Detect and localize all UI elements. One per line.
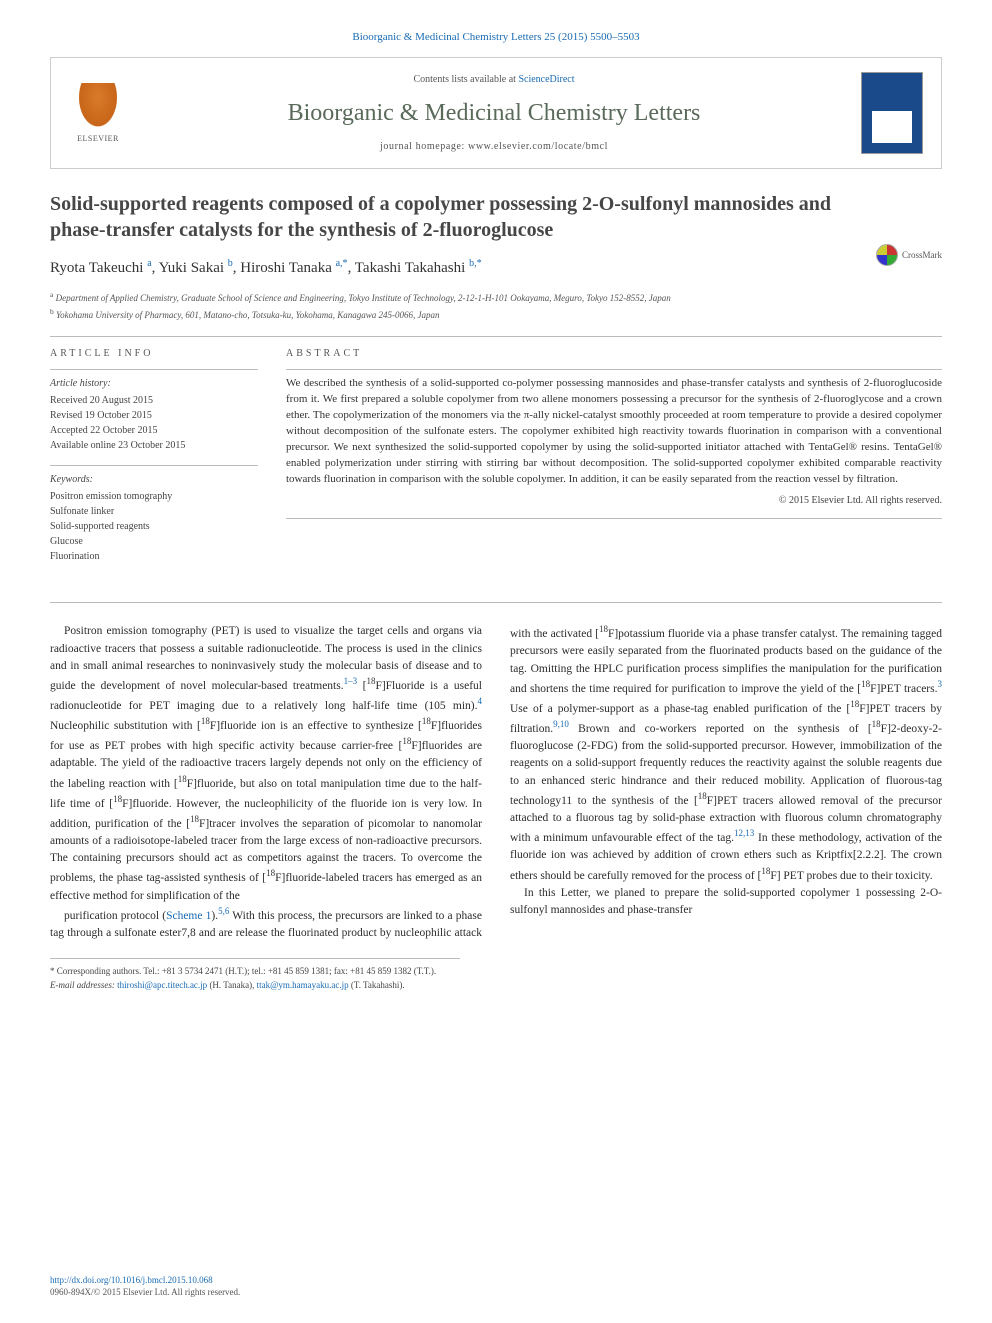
header-center: Contents lists available at ScienceDirec… — [145, 73, 843, 155]
issn-copyright: 0960-894X/© 2015 Elsevier Ltd. All right… — [50, 1287, 240, 1297]
affiliation-b-text: Yokohama University of Pharmacy, 601, Ma… — [56, 310, 439, 320]
email-who-1: (H. Tanaka), — [209, 980, 254, 990]
info-divider — [50, 465, 258, 466]
keyword: Sulfonate linker — [50, 504, 258, 519]
abstract-heading: ABSTRACT — [286, 347, 942, 361]
info-divider — [286, 369, 942, 370]
elsevier-logo-text: ELSEVIER — [77, 133, 119, 144]
footnotes: * Corresponding authors. Tel.: +81 3 573… — [50, 958, 460, 992]
keywords-label: Keywords: — [50, 472, 258, 487]
history-revised: Revised 19 October 2015 — [50, 408, 258, 423]
body-text: Positron emission tomography (PET) is us… — [50, 623, 942, 942]
elsevier-logo: ELSEVIER — [69, 79, 127, 147]
affiliations: a Department of Applied Chemistry, Gradu… — [50, 289, 942, 322]
abstract-text: We described the synthesis of a solid-su… — [286, 376, 942, 488]
history-label: Article history: — [50, 376, 258, 391]
affiliation-a-text: Department of Applied Chemistry, Graduat… — [56, 293, 671, 303]
sciencedirect-link[interactable]: ScienceDirect — [518, 74, 574, 85]
info-abstract-row: ARTICLE INFO Article history: Received 2… — [50, 347, 942, 576]
keywords-block: Keywords: Positron emission tomography S… — [50, 472, 258, 564]
page-footer: http://dx.doi.org/10.1016/j.bmcl.2015.10… — [50, 1274, 240, 1299]
doi-link[interactable]: http://dx.doi.org/10.1016/j.bmcl.2015.10… — [50, 1275, 213, 1285]
affiliation-b: b Yokohama University of Pharmacy, 601, … — [50, 306, 942, 323]
keyword: Glucose — [50, 534, 258, 549]
email-who-2: (T. Takahashi). — [351, 980, 405, 990]
body-paragraph-1: Positron emission tomography (PET) is us… — [50, 623, 482, 904]
email-label: E-mail addresses: — [50, 980, 115, 990]
email-link-1[interactable]: thiroshi@apc.titech.ac.jp — [117, 980, 207, 990]
keyword: Positron emission tomography — [50, 489, 258, 504]
section-divider — [50, 336, 942, 337]
journal-header: ELSEVIER Contents lists available at Sci… — [50, 57, 942, 169]
section-divider — [50, 602, 942, 603]
history-received: Received 20 August 2015 — [50, 393, 258, 408]
contents-prefix: Contents lists available at — [413, 74, 518, 85]
corresponding-authors: * Corresponding authors. Tel.: +81 3 573… — [50, 965, 460, 979]
affiliation-a: a Department of Applied Chemistry, Gradu… — [50, 289, 942, 306]
article-title: Solid-supported reagents composed of a c… — [50, 191, 840, 243]
body-paragraph-3: In this Letter, we planed to prepare the… — [510, 885, 942, 920]
crossmark-icon — [876, 244, 898, 266]
history-online: Available online 23 October 2015 — [50, 438, 258, 453]
top-citation: Bioorganic & Medicinal Chemistry Letters… — [50, 30, 942, 45]
journal-cover-thumbnail — [861, 72, 923, 154]
journal-homepage: journal homepage: www.elsevier.com/locat… — [145, 140, 843, 154]
history-accepted: Accepted 22 October 2015 — [50, 423, 258, 438]
article-info-column: ARTICLE INFO Article history: Received 2… — [50, 347, 258, 576]
info-divider — [50, 369, 258, 370]
keyword: Fluorination — [50, 549, 258, 564]
elsevier-tree-icon — [76, 83, 120, 131]
journal-name: Bioorganic & Medicinal Chemistry Letters — [145, 97, 843, 131]
crossmark-badge[interactable]: CrossMark — [876, 244, 942, 266]
email-addresses: E-mail addresses: thiroshi@apc.titech.ac… — [50, 979, 460, 993]
crossmark-label: CrossMark — [902, 249, 942, 262]
contents-available: Contents lists available at ScienceDirec… — [145, 73, 843, 87]
email-link-2[interactable]: ttak@ym.hamayaku.ac.jp — [257, 980, 349, 990]
article-info-heading: ARTICLE INFO — [50, 347, 258, 361]
abstract-column: ABSTRACT We described the synthesis of a… — [286, 347, 942, 576]
article-history-block: Article history: Received 20 August 2015… — [50, 376, 258, 453]
authors-line: Ryota Takeuchi a, Yuki Sakai b, Hiroshi … — [50, 257, 942, 279]
abstract-copyright: © 2015 Elsevier Ltd. All rights reserved… — [286, 494, 942, 508]
keyword: Solid-supported reagents — [50, 519, 258, 534]
info-divider — [286, 518, 942, 519]
